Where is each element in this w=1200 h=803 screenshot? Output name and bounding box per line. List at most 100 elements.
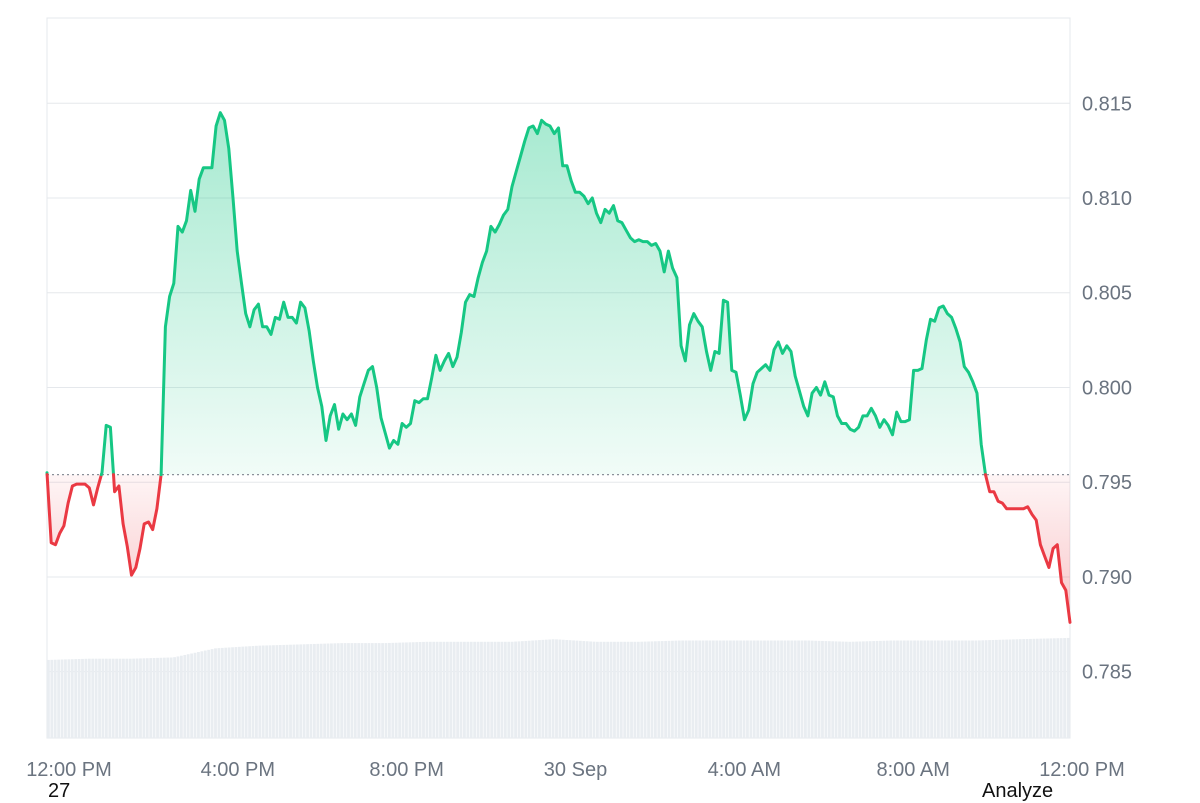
volume-bar [835,641,838,738]
volume-bar [337,643,340,738]
volume-bar [780,641,783,739]
volume-bar [988,640,991,738]
volume-bar [480,642,483,738]
volume-bar [316,644,319,738]
volume-bar [647,641,650,738]
volume-bar [555,639,558,738]
volume-bar [153,658,156,738]
volume-bar [763,641,766,739]
volume-bar [562,640,565,738]
volume-bar [460,642,463,738]
volume-bar [603,642,606,738]
x-tick-label: 12:00 PM [26,759,112,781]
volume-bar [637,642,640,738]
volume-bar [54,660,57,738]
volume-bar [1053,638,1056,738]
x-tick-label: 4:00 PM [201,759,275,781]
volume-bar [1029,639,1032,738]
x-tick-label: 8:00 AM [876,759,949,781]
volume-bar [453,642,456,738]
volume-bar [582,641,585,738]
volume-bar [504,642,507,738]
volume-bar [862,641,865,738]
volume-bar [579,641,582,738]
volume-bar [310,644,313,738]
volume-bar [207,650,210,738]
volume-bar [951,641,954,739]
volume-bar [306,644,309,738]
volume-bar [296,644,299,738]
volume-bar [961,641,964,739]
volume-bar [869,641,872,738]
volume-bar [443,642,446,738]
volume-bar [828,641,831,738]
volume-bar [797,641,800,739]
volume-bar [398,643,401,738]
volume-bar [514,642,517,738]
volume-bar [753,641,756,739]
volume-bar [449,642,452,738]
volume-bar [927,641,930,739]
volume-bar [623,642,626,738]
volume-bar [1022,639,1025,738]
price-area-fill [47,113,1070,623]
volume-bar [170,657,173,738]
volume-bar [262,646,265,738]
volume-bar [61,660,64,738]
volume-bar [616,642,619,738]
volume-bar [937,641,940,739]
volume-bar [204,651,207,738]
volume-bar [985,640,988,738]
volume-bar [634,642,637,738]
volume-bar [224,648,227,738]
volume-bar [954,641,957,739]
volume-bar [183,655,186,738]
volume-bar [313,644,316,738]
volume-bar [412,642,415,738]
volume-bar [541,640,544,738]
volume-bar [620,642,623,738]
volume-bar [1015,639,1018,738]
volume-bar [327,644,330,738]
volume-bar [252,646,255,738]
volume-bar [893,641,896,739]
volume-bar [194,653,197,738]
volume-bar [855,642,858,738]
volume-bar [535,640,538,738]
volume-bar [289,645,292,738]
x-tick-label: 8:00 PM [369,759,443,781]
volume-bar [896,641,899,739]
volume-bar [105,659,108,738]
volume-bar [1043,639,1046,738]
volume-bar [160,658,163,738]
volume-bar [651,641,654,738]
volume-bar [719,641,722,739]
volume-bar [426,642,429,738]
y-tick-label: 0.805 [1082,283,1132,305]
volume-bar [422,642,425,738]
volume-bar [804,641,807,739]
volume-bar [1026,639,1029,738]
x-tick-label: 4:00 AM [708,759,781,781]
volume-bar [678,641,681,738]
volume-bar [848,642,851,738]
volume-bar [842,642,845,738]
volume-bar [255,646,258,738]
volume-bar [354,643,357,738]
volume-bar [221,648,224,738]
volume-bar [521,641,524,738]
volume-bar [139,658,142,738]
volume-bar [807,641,810,738]
volume-bar [371,643,374,738]
volume-bar [811,641,814,738]
volume-bar [773,641,776,739]
volume-bar [589,641,592,738]
volume-bar [586,641,589,738]
volume-bar [78,659,81,738]
volume-bar [777,641,780,739]
volume-bar [473,642,476,738]
volume-bar [132,659,135,738]
volume-bar [71,659,74,738]
volume-bar [81,659,84,738]
